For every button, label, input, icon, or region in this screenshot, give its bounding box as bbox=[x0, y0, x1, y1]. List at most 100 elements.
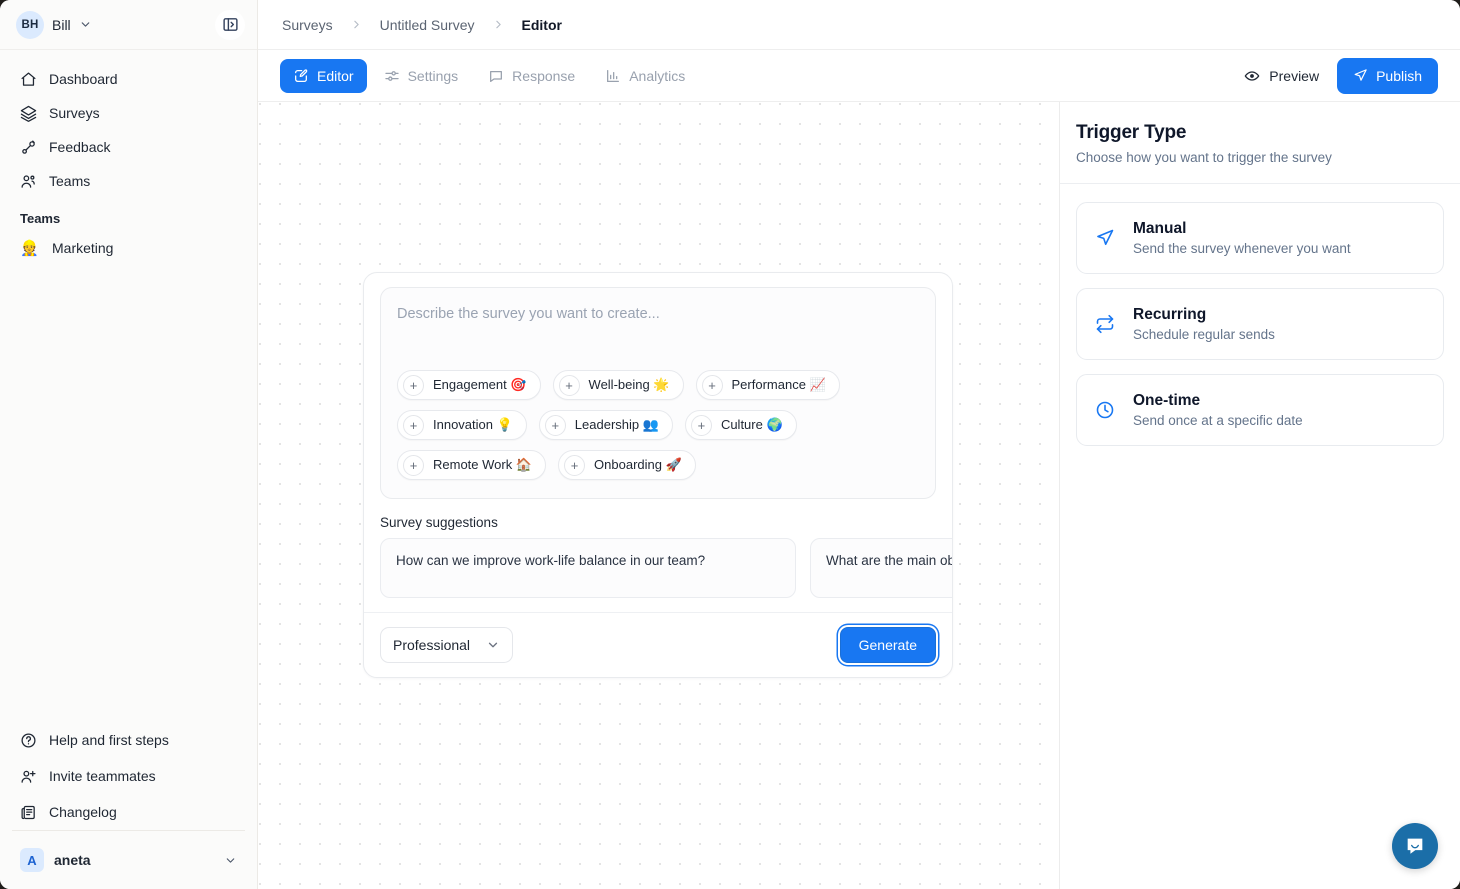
sidebar-header: BH Bill bbox=[0, 0, 257, 50]
eye-icon bbox=[1244, 68, 1260, 84]
trigger-option-desc: Schedule regular sends bbox=[1133, 327, 1275, 342]
suggestion-card[interactable]: What are the main ob bbox=[810, 538, 952, 598]
toolbar-actions: Preview Publish bbox=[1240, 57, 1438, 94]
question-circle-icon bbox=[20, 732, 37, 749]
trigger-option-recurring[interactable]: Recurring Schedule regular sends bbox=[1076, 288, 1444, 360]
workspace-avatar: BH bbox=[16, 10, 44, 39]
divider bbox=[12, 830, 245, 831]
sidebar-team-marketing[interactable]: 👷 Marketing bbox=[12, 232, 245, 264]
tab-editor[interactable]: Editor bbox=[280, 58, 367, 93]
suggestion-card[interactable]: How can we improve work-life balance in … bbox=[380, 538, 796, 598]
clock-icon bbox=[1095, 400, 1115, 420]
ai-builder-card: Describe the survey you want to create..… bbox=[363, 272, 953, 678]
chip-innovation[interactable]: + Innovation 💡 bbox=[397, 410, 527, 440]
panel-subtitle: Choose how you want to trigger the surve… bbox=[1076, 150, 1332, 165]
chevron-right-icon bbox=[350, 18, 363, 31]
trigger-options: Manual Send the survey whenever you want… bbox=[1060, 184, 1460, 446]
survey-canvas[interactable]: Describe the survey you want to create..… bbox=[258, 102, 1060, 889]
panel-header: Trigger Type Choose how you want to trig… bbox=[1060, 102, 1460, 184]
workspace-name[interactable]: Bill bbox=[52, 16, 71, 33]
survey-suggestions: Survey suggestions How can we improve wo… bbox=[364, 499, 952, 612]
chip-label: Performance 📈 bbox=[731, 377, 826, 392]
trigger-option-title: One-time bbox=[1133, 392, 1201, 409]
sidebar-item-label: Help and first steps bbox=[49, 732, 169, 748]
preview-button[interactable]: Preview bbox=[1240, 62, 1323, 90]
prompt-area[interactable]: Describe the survey you want to create..… bbox=[380, 287, 936, 499]
pencil-square-icon bbox=[293, 68, 309, 84]
plus-icon: + bbox=[564, 454, 586, 476]
trigger-option-one-time[interactable]: One-time Send once at a specific date bbox=[1076, 374, 1444, 446]
sidebar-item-label: Changelog bbox=[49, 804, 117, 820]
breadcrumb-item-editor: Editor bbox=[521, 16, 562, 33]
publish-button[interactable]: Publish bbox=[1337, 57, 1438, 94]
chip-label: Well-being 🌟 bbox=[588, 377, 670, 392]
send-icon bbox=[1095, 228, 1115, 248]
breadcrumb-item-untitled-survey[interactable]: Untitled Survey bbox=[379, 16, 475, 33]
send-icon bbox=[1353, 68, 1368, 83]
trigger-option-title: Recurring bbox=[1133, 306, 1207, 323]
topic-chip-list: + Engagement 🎯 + Well-being 🌟 + Performa… bbox=[397, 370, 919, 480]
sidebar-item-changelog[interactable]: Changelog bbox=[12, 794, 245, 830]
chip-label: Remote Work 🏠 bbox=[433, 457, 533, 472]
plus-icon: + bbox=[558, 374, 580, 396]
chip-onboarding[interactable]: + Onboarding 🚀 bbox=[558, 450, 696, 480]
sidebar-item-dashboard[interactable]: Dashboard bbox=[12, 62, 245, 96]
plus-icon: + bbox=[403, 374, 424, 396]
sidebar-item-label: Surveys bbox=[49, 105, 100, 121]
sliders-icon bbox=[384, 68, 400, 84]
prompt-input-placeholder[interactable]: Describe the survey you want to create..… bbox=[397, 306, 660, 322]
tab-analytics[interactable]: Analytics bbox=[592, 59, 698, 93]
teams-section-label: Teams bbox=[20, 211, 61, 226]
chevron-down-icon[interactable] bbox=[79, 18, 92, 31]
tab-label: Response bbox=[512, 67, 576, 84]
trigger-type-panel: Trigger Type Choose how you want to trig… bbox=[1060, 102, 1460, 889]
plus-icon: + bbox=[403, 454, 424, 476]
sidebar-footer-nav: Help and first steps Invite teammates Ch… bbox=[0, 722, 257, 841]
chip-leadership[interactable]: + Leadership 👥 bbox=[538, 410, 673, 440]
sidebar-nav: Dashboard Surveys Feedback Teams bbox=[0, 50, 257, 264]
tab-label: Settings bbox=[407, 67, 459, 84]
suggestions-carousel[interactable]: How can we improve work-life balance in … bbox=[364, 538, 952, 598]
tone-select[interactable]: Professional bbox=[380, 627, 514, 663]
trigger-option-desc: Send once at a specific date bbox=[1133, 413, 1303, 428]
sidebar-item-surveys[interactable]: Surveys bbox=[12, 96, 245, 130]
trigger-option-manual[interactable]: Manual Send the survey whenever you want bbox=[1076, 202, 1444, 274]
sidebar-item-label: Invite teammates bbox=[49, 768, 156, 784]
sidebar-item-feedback[interactable]: Feedback bbox=[12, 130, 245, 164]
bar-chart-icon bbox=[605, 68, 621, 84]
account-switcher[interactable]: A aneta bbox=[12, 841, 245, 879]
chip-remote-work[interactable]: + Remote Work 🏠 bbox=[397, 450, 547, 480]
sidebar-team-label: Marketing bbox=[52, 240, 114, 256]
suggestions-title: Survey suggestions bbox=[380, 515, 498, 530]
sidebar-item-invite[interactable]: Invite teammates bbox=[12, 758, 245, 794]
tab-response[interactable]: Response bbox=[475, 59, 588, 93]
chip-well-being[interactable]: + Well-being 🌟 bbox=[552, 370, 684, 400]
chip-label: Leadership 👥 bbox=[574, 417, 659, 432]
chip-culture[interactable]: + Culture 🌍 bbox=[684, 410, 797, 440]
chevron-down-icon[interactable] bbox=[224, 854, 237, 867]
tone-select-value: Professional bbox=[393, 637, 471, 653]
account-name: aneta bbox=[54, 852, 91, 868]
trigger-option-title: Manual bbox=[1133, 220, 1187, 237]
tab-settings[interactable]: Settings bbox=[371, 59, 472, 93]
sidebar-item-help[interactable]: Help and first steps bbox=[12, 722, 245, 758]
chevron-right-icon bbox=[492, 18, 505, 31]
plus-icon: + bbox=[403, 414, 424, 436]
news-icon bbox=[20, 804, 37, 821]
chip-label: Culture 🌍 bbox=[720, 417, 783, 432]
chip-engagement[interactable]: + Engagement 🎯 bbox=[397, 370, 541, 400]
chat-bubble-icon[interactable] bbox=[1392, 823, 1438, 869]
chip-performance[interactable]: + Performance 📈 bbox=[695, 370, 840, 400]
construction-worker-icon: 👷 bbox=[20, 240, 39, 257]
body-row: Describe the survey you want to create..… bbox=[258, 102, 1460, 889]
breadcrumb-item-surveys[interactable]: Surveys bbox=[282, 16, 333, 33]
panel-left-icon[interactable] bbox=[215, 9, 245, 40]
avatar: A bbox=[20, 848, 44, 872]
sidebar-item-teams[interactable]: Teams bbox=[12, 164, 245, 198]
trigger-option-desc: Send the survey whenever you want bbox=[1133, 241, 1351, 256]
feedback-icon bbox=[20, 139, 37, 156]
sidebar-item-label: Teams bbox=[49, 173, 91, 189]
generate-button[interactable]: Generate bbox=[839, 627, 936, 663]
plus-icon: + bbox=[544, 414, 566, 436]
layers-icon bbox=[20, 105, 37, 122]
